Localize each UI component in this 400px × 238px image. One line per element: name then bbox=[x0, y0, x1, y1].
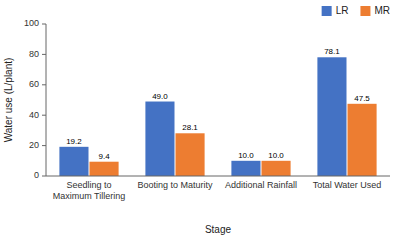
chart: 020406080100Water use (L/plant)19.249.01… bbox=[0, 0, 400, 238]
x-tick-label-line: Additional Rainfall bbox=[225, 180, 297, 190]
y-tick bbox=[42, 54, 46, 55]
bar bbox=[176, 133, 205, 176]
legend-item: LR bbox=[322, 5, 349, 16]
data-label: 9.4 bbox=[98, 152, 110, 161]
x-tick-label-line: Maximum Tillering bbox=[53, 191, 126, 201]
y-tick-label: 60 bbox=[29, 79, 39, 89]
legend-swatch bbox=[360, 6, 370, 16]
x-tick-label: Seedling toMaximum Tillering bbox=[53, 180, 126, 201]
bar bbox=[348, 104, 377, 176]
data-label: 10.0 bbox=[268, 151, 284, 160]
data-labels: 19.2 49.0 10.0 78.1 9.4 28.1 10.0 47.5 bbox=[66, 47, 370, 160]
x-tick-label-line: Seedling to bbox=[66, 180, 111, 190]
bar bbox=[231, 161, 260, 176]
legend-item: MR bbox=[360, 5, 390, 16]
y-tick bbox=[42, 24, 46, 25]
x-axis-label: Stage bbox=[205, 224, 232, 235]
y-tick bbox=[42, 145, 46, 146]
legend-swatch bbox=[322, 6, 332, 16]
data-label: 47.5 bbox=[354, 94, 370, 103]
bar bbox=[262, 161, 291, 176]
y-tick bbox=[42, 176, 46, 177]
x-axis: Seedling toMaximum Tillering Booting to M… bbox=[53, 180, 382, 201]
data-label: 78.1 bbox=[324, 47, 340, 56]
data-label: 49.0 bbox=[152, 92, 168, 101]
y-axis-line bbox=[46, 24, 47, 176]
bar bbox=[317, 57, 346, 176]
x-tick-label: Total Water Used bbox=[313, 180, 382, 190]
y-tick bbox=[42, 84, 46, 85]
y-tick bbox=[42, 115, 46, 116]
y-tick-label: 80 bbox=[29, 49, 39, 59]
legend: LR MR bbox=[322, 5, 390, 16]
bar bbox=[59, 147, 88, 176]
x-tick-label: Booting to Maturity bbox=[137, 180, 213, 190]
y-tick-label: 20 bbox=[29, 140, 39, 150]
y-axis-label: Water use (L/plant) bbox=[3, 58, 14, 143]
y-tick-label: 0 bbox=[34, 170, 39, 180]
x-tick-label: Additional Rainfall bbox=[225, 180, 297, 190]
legend-label: MR bbox=[374, 5, 390, 16]
x-tick-label-line: Booting to Maturity bbox=[137, 180, 213, 190]
y-tick-label: 100 bbox=[24, 18, 39, 28]
bars bbox=[59, 57, 376, 176]
y-axis: 0 20 40 60 80 100 bbox=[24, 18, 46, 180]
legend-label: LR bbox=[336, 5, 349, 16]
y-tick-label: 40 bbox=[29, 110, 39, 120]
bar bbox=[90, 162, 119, 176]
data-label: 19.2 bbox=[66, 137, 82, 146]
x-axis-line bbox=[46, 176, 390, 177]
bar bbox=[145, 102, 174, 176]
data-label: 10.0 bbox=[238, 151, 254, 160]
data-label: 28.1 bbox=[182, 123, 198, 132]
x-tick-label-line: Total Water Used bbox=[313, 180, 382, 190]
